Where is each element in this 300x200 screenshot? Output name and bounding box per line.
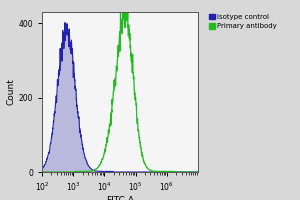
X-axis label: FITC-A: FITC-A xyxy=(106,196,134,200)
Legend: Isotype control, Primary antibody: Isotype control, Primary antibody xyxy=(208,12,279,31)
Y-axis label: Count: Count xyxy=(7,79,16,105)
